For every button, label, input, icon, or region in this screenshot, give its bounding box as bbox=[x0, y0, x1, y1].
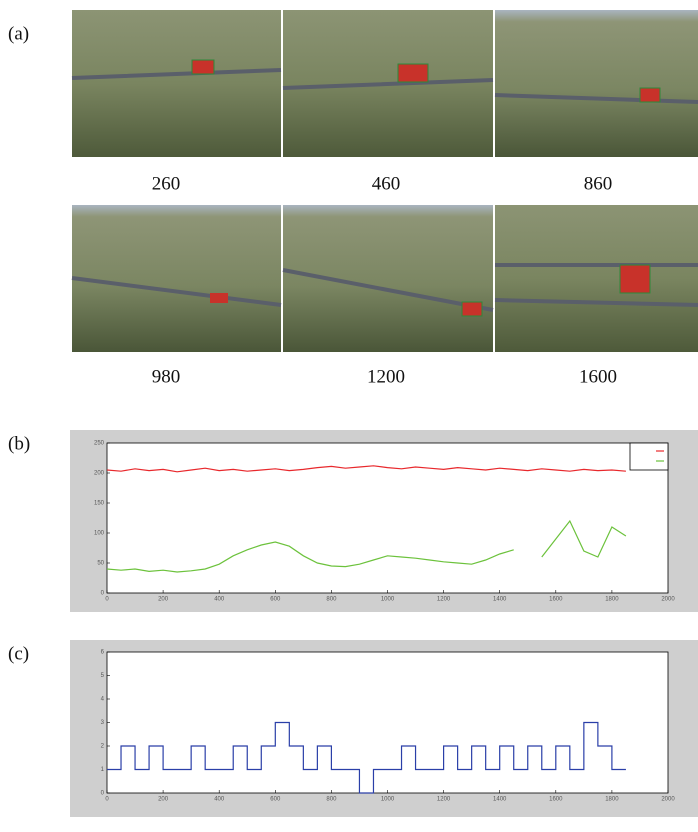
x-tick-label: 1000 bbox=[381, 797, 395, 803]
x-tick-label: 1000 bbox=[381, 597, 395, 603]
photo bbox=[72, 205, 281, 352]
y-tick-label: 5 bbox=[101, 673, 105, 679]
y-tick-label: 50 bbox=[97, 561, 104, 567]
y-tick-label: 2 bbox=[101, 744, 105, 750]
y-tick-label: 1 bbox=[101, 767, 105, 773]
frame-label: 1600 bbox=[579, 366, 617, 387]
x-tick-label: 400 bbox=[214, 597, 225, 603]
target-box bbox=[210, 293, 228, 303]
target-box bbox=[639, 87, 661, 103]
plot-area bbox=[106, 442, 669, 594]
series-line bbox=[106, 465, 626, 473]
legend bbox=[629, 442, 669, 471]
photo bbox=[495, 205, 698, 352]
x-tick-label: 1800 bbox=[605, 597, 619, 603]
panel-label: (c) bbox=[8, 643, 29, 664]
x-tick-label: 200 bbox=[158, 597, 169, 603]
frame-label: 860 bbox=[584, 173, 613, 194]
y-tick-label: 6 bbox=[101, 650, 105, 656]
x-tick-label: 2000 bbox=[661, 597, 675, 603]
target-box bbox=[461, 301, 483, 317]
y-tick-label: 0 bbox=[101, 591, 105, 597]
x-tick-label: 0 bbox=[105, 797, 109, 803]
frame-label: 460 bbox=[372, 173, 401, 194]
x-tick-label: 1400 bbox=[493, 797, 507, 803]
x-tick-label: 600 bbox=[270, 797, 281, 803]
y-tick-label: 200 bbox=[94, 471, 105, 477]
photos bbox=[71, 10, 698, 352]
y-tick-label: 3 bbox=[101, 720, 105, 726]
x-tick-label: 1600 bbox=[549, 797, 563, 803]
photo bbox=[72, 10, 281, 157]
road bbox=[71, 68, 698, 312]
panel-label: (b) bbox=[8, 433, 30, 454]
y-tick-label: 100 bbox=[94, 531, 105, 537]
x-tick-label: 200 bbox=[158, 797, 169, 803]
photo bbox=[283, 205, 493, 352]
x-tick-label: 1400 bbox=[493, 597, 507, 603]
y-tick-label: 150 bbox=[94, 501, 105, 507]
x-tick-label: 600 bbox=[270, 597, 281, 603]
photo bbox=[495, 10, 698, 157]
x-tick-label: 1600 bbox=[549, 597, 563, 603]
frame-label: 260 bbox=[152, 173, 181, 194]
target-box bbox=[397, 63, 429, 83]
frame-label: 1200 bbox=[367, 366, 405, 387]
target-box bbox=[619, 264, 651, 294]
series-line bbox=[107, 721, 626, 794]
y-tick-label: 0 bbox=[101, 791, 105, 797]
x-tick-label: 800 bbox=[326, 797, 337, 803]
series-line bbox=[106, 519, 627, 573]
x-tick-label: 1200 bbox=[437, 797, 451, 803]
y-tick-label: 4 bbox=[101, 697, 105, 703]
x-tick-label: 1800 bbox=[605, 797, 619, 803]
x-tick-label: 1200 bbox=[437, 597, 451, 603]
x-tick-label: 0 bbox=[105, 597, 109, 603]
target-box bbox=[191, 59, 215, 75]
y-tick-label: 250 bbox=[94, 441, 105, 447]
x-tick-label: 400 bbox=[214, 797, 225, 803]
x-tick-label: 2000 bbox=[661, 797, 675, 803]
panel-label: (a) bbox=[8, 23, 29, 44]
frame-label: 980 bbox=[152, 366, 181, 387]
x-tick-label: 800 bbox=[326, 597, 337, 603]
